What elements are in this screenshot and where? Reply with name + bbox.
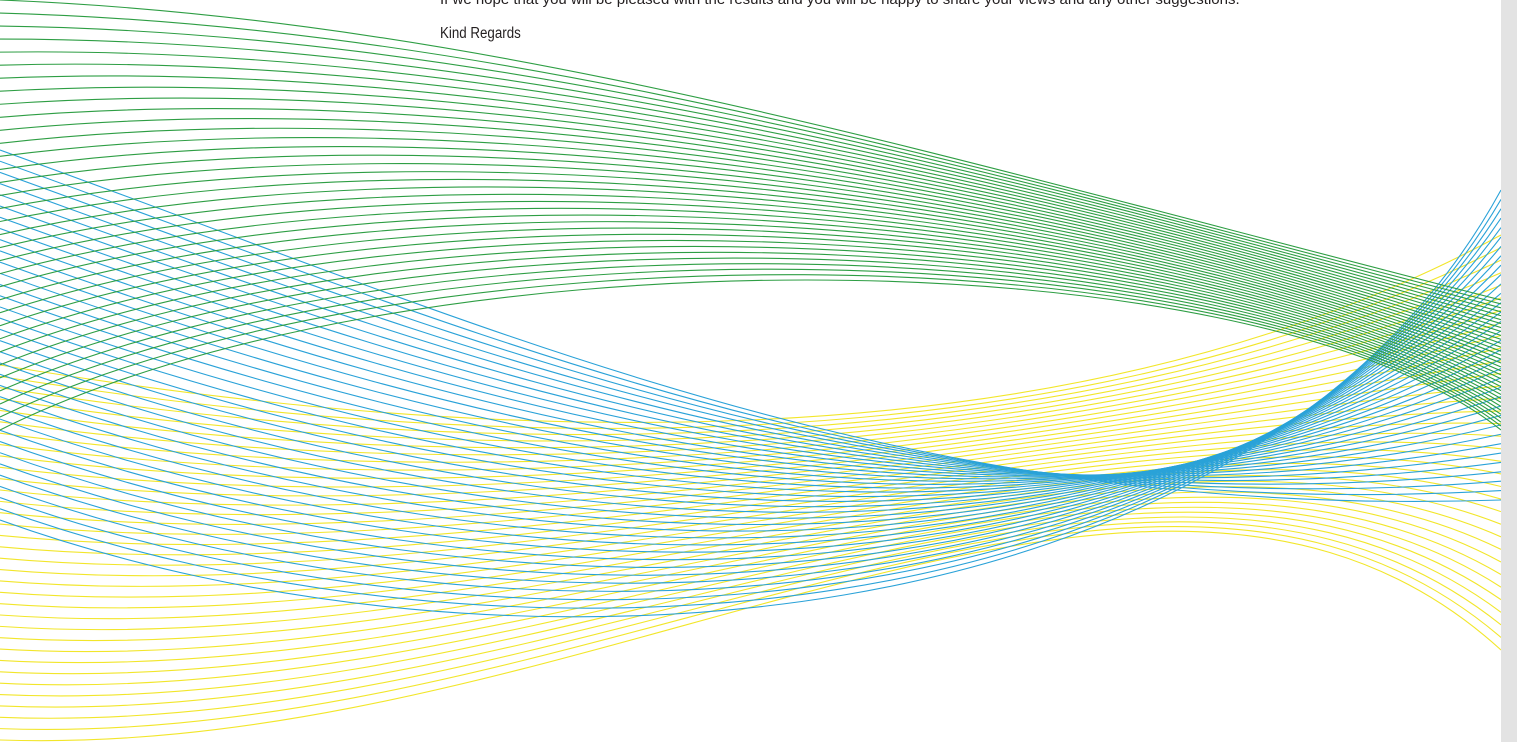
yellow-wave-line <box>0 372 1501 506</box>
green-wave-line <box>0 63 1501 321</box>
blue-wave-line <box>0 246 1501 568</box>
yellow-wave-line <box>0 449 1501 577</box>
blue-wave-line <box>0 317 1501 493</box>
green-wave-line <box>0 171 1501 364</box>
blue-wave-line <box>0 274 1501 546</box>
green-wave-line <box>0 86 1501 329</box>
green-wave-line <box>0 251 1501 411</box>
green-wave-line <box>0 108 1501 336</box>
green-wave-lines <box>0 0 1501 431</box>
blue-wave-line <box>0 189 1501 618</box>
yellow-wave-line <box>0 456 1501 587</box>
blue-wave-line <box>0 171 1501 490</box>
yellow-wave-line <box>0 491 1501 653</box>
green-wave-line <box>0 200 1501 380</box>
yellow-wave-line <box>0 506 1501 686</box>
blue-wave-line <box>0 295 1501 485</box>
yellow-wave-line <box>0 309 1501 463</box>
blue-wave-line <box>0 250 1501 477</box>
yellow-wave-line <box>0 360 1501 497</box>
yellow-wave-line <box>0 247 1501 429</box>
blue-wave-line <box>0 283 1501 539</box>
green-wave-line <box>0 118 1501 340</box>
green-wave-line <box>0 245 1501 407</box>
blue-wave-line <box>0 227 1501 584</box>
page-scrollbar[interactable] <box>1501 0 1517 742</box>
blue-wave-line <box>0 306 1501 489</box>
cut-off-text-line: If we hope that you will be pleased with… <box>440 0 1501 9</box>
green-wave-line <box>0 51 1501 317</box>
green-wave-line <box>0 274 1501 427</box>
yellow-wave-line <box>0 422 1501 546</box>
yellow-wave-line <box>0 480 1501 631</box>
green-wave-line <box>0 163 1501 360</box>
green-wave-line <box>0 263 1501 419</box>
green-wave-line <box>0 221 1501 392</box>
green-wave-line <box>0 137 1501 348</box>
yellow-wave-line <box>0 410 1501 535</box>
yellow-wave-line <box>0 474 1501 620</box>
green-wave-line <box>0 38 1501 313</box>
yellow-wave-line <box>0 347 1501 488</box>
green-wave-line <box>0 239 1501 403</box>
blue-wave-line <box>0 149 1501 503</box>
blue-wave-line <box>0 160 1501 496</box>
green-wave-line <box>0 75 1501 325</box>
yellow-wave-line <box>0 432 1501 556</box>
blue-wave-line <box>0 194 1501 482</box>
sign-off-text: Kind Regards <box>440 25 521 42</box>
green-wave-line <box>0 127 1501 344</box>
green-wave-line <box>0 186 1501 372</box>
blue-wave-line <box>0 284 1501 482</box>
green-wave-line <box>0 25 1501 309</box>
green-wave-line <box>0 268 1501 423</box>
blue-wave-line <box>0 330 1501 508</box>
yellow-wave-line <box>0 385 1501 516</box>
yellow-wave-line <box>0 496 1501 664</box>
yellow-wave-line <box>0 526 1501 731</box>
blue-wave-lines <box>0 149 1501 618</box>
green-wave-line <box>0 154 1501 356</box>
green-wave-line <box>0 214 1501 388</box>
blue-wave-line <box>0 328 1501 498</box>
yellow-wave-line <box>0 516 1501 708</box>
yellow-wave-line <box>0 486 1501 642</box>
green-wave-line <box>0 233 1501 399</box>
yellow-wave-line <box>0 335 1501 479</box>
blue-wave-line <box>0 227 1501 476</box>
green-wave-line <box>0 227 1501 396</box>
yellow-wave-line <box>0 511 1501 697</box>
blue-wave-line <box>0 272 1501 480</box>
blue-wave-line <box>0 302 1501 525</box>
blue-wave-line <box>0 292 1501 532</box>
blue-wave-line <box>0 205 1501 479</box>
green-wave-line <box>0 0 1501 301</box>
blue-wave-line <box>0 311 1501 519</box>
blue-wave-line <box>0 239 1501 476</box>
green-wave-line <box>0 146 1501 352</box>
green-wave-line <box>0 193 1501 376</box>
blue-wave-line <box>0 216 1501 477</box>
green-wave-line <box>0 257 1501 415</box>
blue-wave-line <box>0 264 1501 553</box>
blue-wave-line <box>0 339 1501 502</box>
blue-wave-line <box>0 183 1501 485</box>
green-wave-line <box>0 207 1501 384</box>
blue-wave-line <box>0 255 1501 561</box>
blue-wave-line <box>0 236 1501 576</box>
green-wave-line <box>0 279 1501 431</box>
yellow-wave-line <box>0 521 1501 719</box>
green-wave-line <box>0 178 1501 368</box>
yellow-wave-line <box>0 297 1501 456</box>
blue-wave-line <box>0 321 1501 513</box>
green-wave-line <box>0 12 1501 305</box>
green-wave-line <box>0 97 1501 333</box>
